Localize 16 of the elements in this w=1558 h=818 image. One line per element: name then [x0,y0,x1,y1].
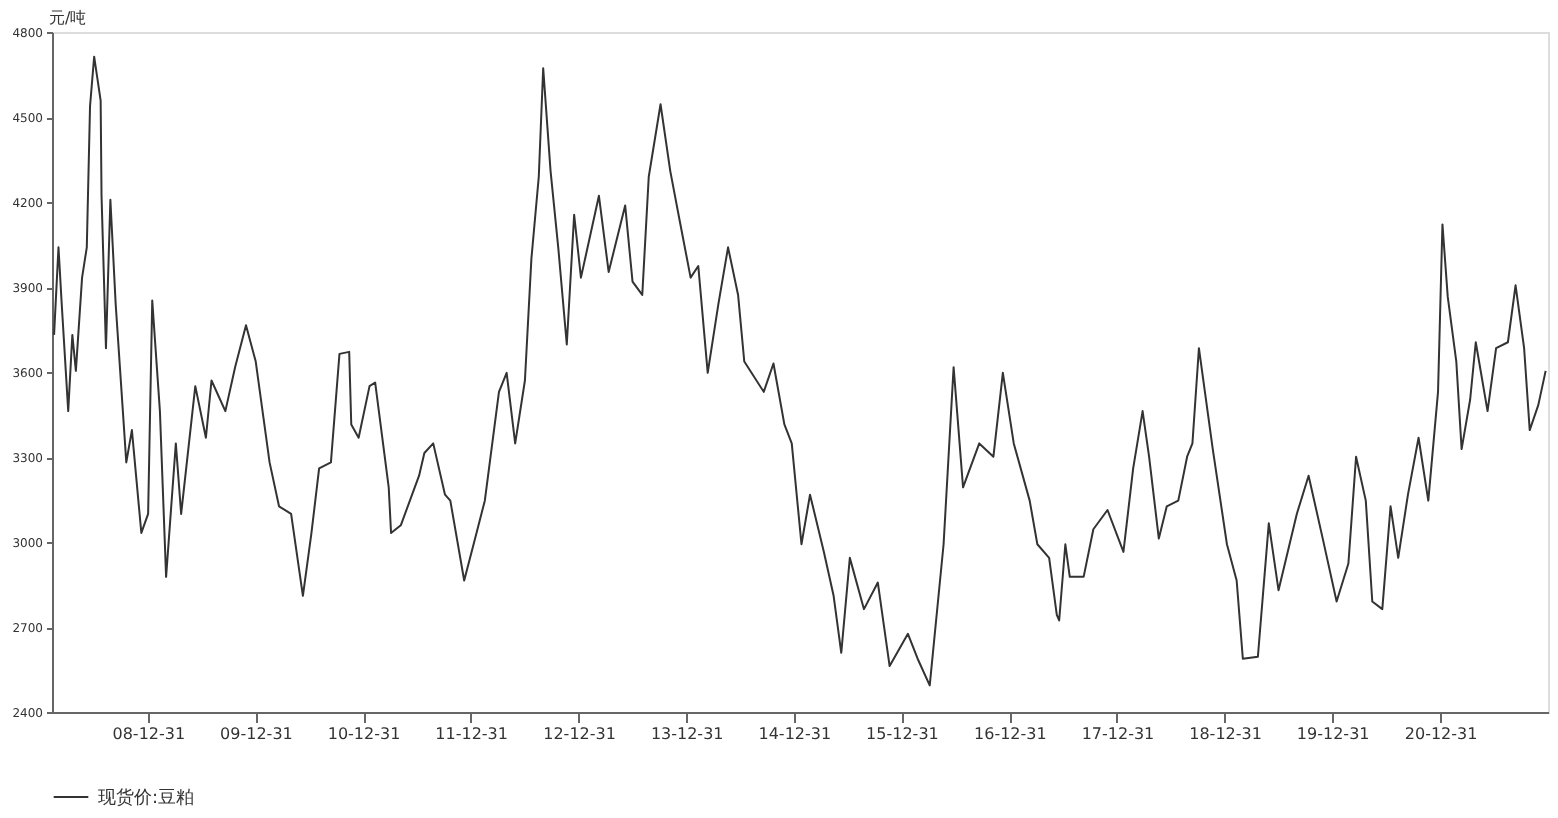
x-tick-label: 12-12-31 [543,725,616,743]
line-series [53,55,1547,687]
x-tick-label: 20-12-31 [1404,725,1478,743]
legend-label: 现货价:豆粕 [98,787,195,809]
x-tick-label: 13-12-31 [650,725,724,743]
x-tick-label: 16-12-31 [974,725,1047,743]
x-tick-label: 11-12-31 [435,725,508,743]
x-tick-label: 18-12-31 [1189,725,1262,743]
x-tick-label: 10-12-31 [327,725,401,743]
x-tick-label: 15-12-31 [866,725,939,743]
x-tick-label: 17-12-31 [1081,725,1155,743]
x-tick-label: 14-12-31 [758,725,832,743]
y-axis-title: 元/吨 [49,9,87,27]
x-tick-label: 09-12-31 [220,725,293,743]
x-tick-label: 08-12-31 [112,725,186,743]
x-tick-label: 19-12-31 [1296,725,1370,743]
